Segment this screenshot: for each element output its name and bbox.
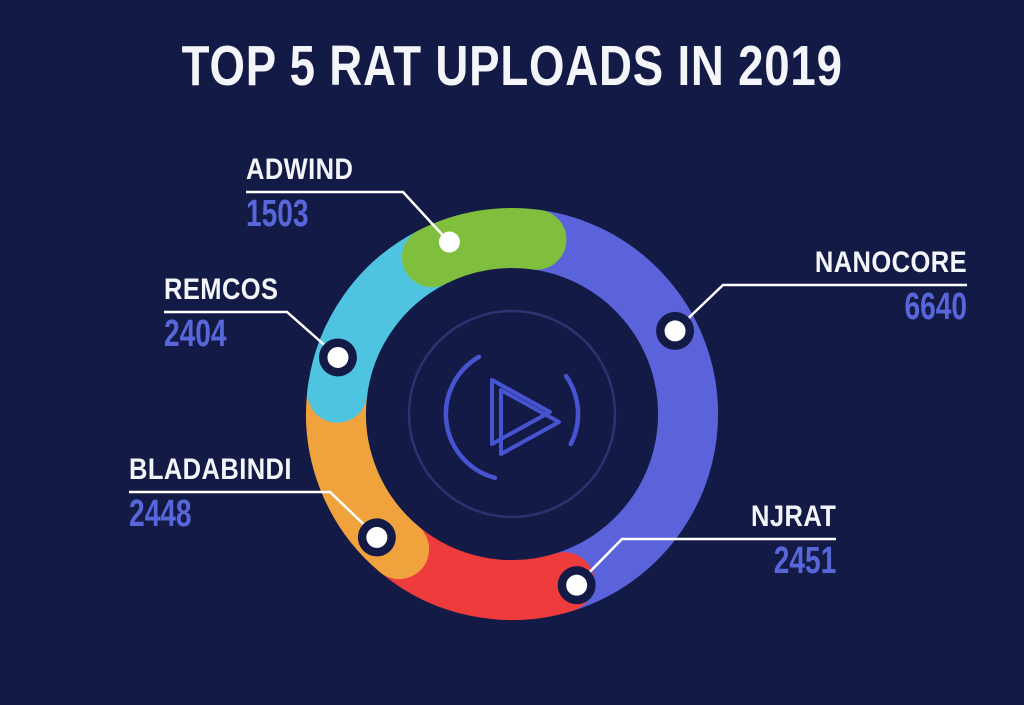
logo-left-arc-icon [443,354,498,481]
page-title: TOP 5 RAT UPLOADS IN 2019 [0,38,1024,95]
logo-play-triangle-icon-1 [490,378,552,446]
callout-bladabindi: BLADABINDI 2448 [129,453,321,535]
callout-dot-nanocore [664,320,686,342]
callout-line-remcos [164,310,339,358]
callout-remcos: REMCOS 2404 [164,273,299,355]
callout-adwind-value: 1503 [246,193,309,235]
callout-njrat-label: NJRAT [750,500,836,533]
page-title-text: TOP 5 RAT UPLOADS IN 2019 [181,34,843,98]
callout-nanocore-value: 6640 [904,286,967,328]
callout-adwind-label: ADWIND [246,153,354,186]
callout-line-adwind [246,190,450,243]
logo-outer-ring-icon [407,309,617,519]
callout-nanocore-label: NANOCORE [814,246,967,279]
logo-play-triangle-icon-2 [499,388,561,456]
callout-adwind: ADWIND 1503 [246,153,372,235]
callout-dot-remcos [327,346,349,368]
callout-dot-adwind [438,231,460,253]
anyrun-logo [407,309,617,519]
donut-segment-nanocore [506,209,719,613]
callout-njrat: NJRAT 2451 [736,500,836,582]
callout-remcos-value: 2404 [164,313,227,355]
callout-nanocore: NANOCORE 6640 [788,246,967,328]
logo-right-arc-icon [563,373,581,447]
callout-dot-bladabindi [366,526,388,548]
callout-remcos-label: REMCOS [164,273,279,306]
callout-line-bladabindi [129,490,378,538]
donut-segment-adwind [402,208,567,288]
callout-njrat-value: 2451 [773,540,836,582]
callout-dot-njrat [566,574,588,596]
callout-bladabindi-value: 2448 [129,493,192,535]
callout-line-njrat [576,537,836,586]
callout-bladabindi-label: BLADABINDI [129,453,292,486]
callout-line-nanocore [674,283,967,332]
